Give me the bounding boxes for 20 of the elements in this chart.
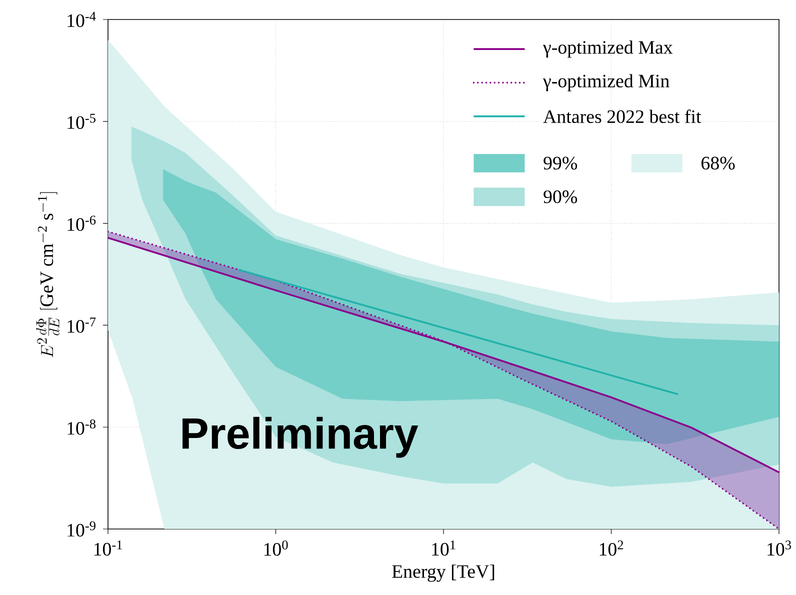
y-tick-label: 10$^{-5}$ <box>68 114 96 129</box>
y-tick-label: 10$^{-8}$ <box>68 419 96 435</box>
annotation: Preliminary <box>182 416 418 458</box>
legend-label: Antares 2022 best fit <box>543 110 702 124</box>
x-tick-label: 10$^{1}$ <box>432 540 456 556</box>
legend-label: γ-optimized Min <box>542 74 670 92</box>
x-axis-title: Energy [TeV] <box>392 564 494 582</box>
legend-label: γ-optimized Max <box>542 40 673 58</box>
legend-label: 68% <box>702 156 735 170</box>
x-tick-label: 10$^{-1}$ <box>94 540 122 556</box>
x-tick-label: 10$^{2}$ <box>600 540 624 556</box>
legend-label: 99% <box>544 156 578 170</box>
y-tick-label: 10$^{-9}$ <box>68 521 96 537</box>
x-tick-label: 10$^{3}$ <box>768 540 792 556</box>
y-axis-title: $E^2\frac{d\Phi}{dE}\;[\mathrm{GeV\ cm^{-2}\ s^{-1}}]$ <box>36 192 60 358</box>
y-tick-label: 10$^{-4}$ <box>68 12 96 28</box>
x-tick-label: 10$^{0}$ <box>264 540 288 556</box>
y-tick-label: 10$^{-7}$ <box>68 318 96 333</box>
y-tick-label: 10$^{-6}$ <box>68 216 96 231</box>
legend-label: 90% <box>544 190 578 204</box>
